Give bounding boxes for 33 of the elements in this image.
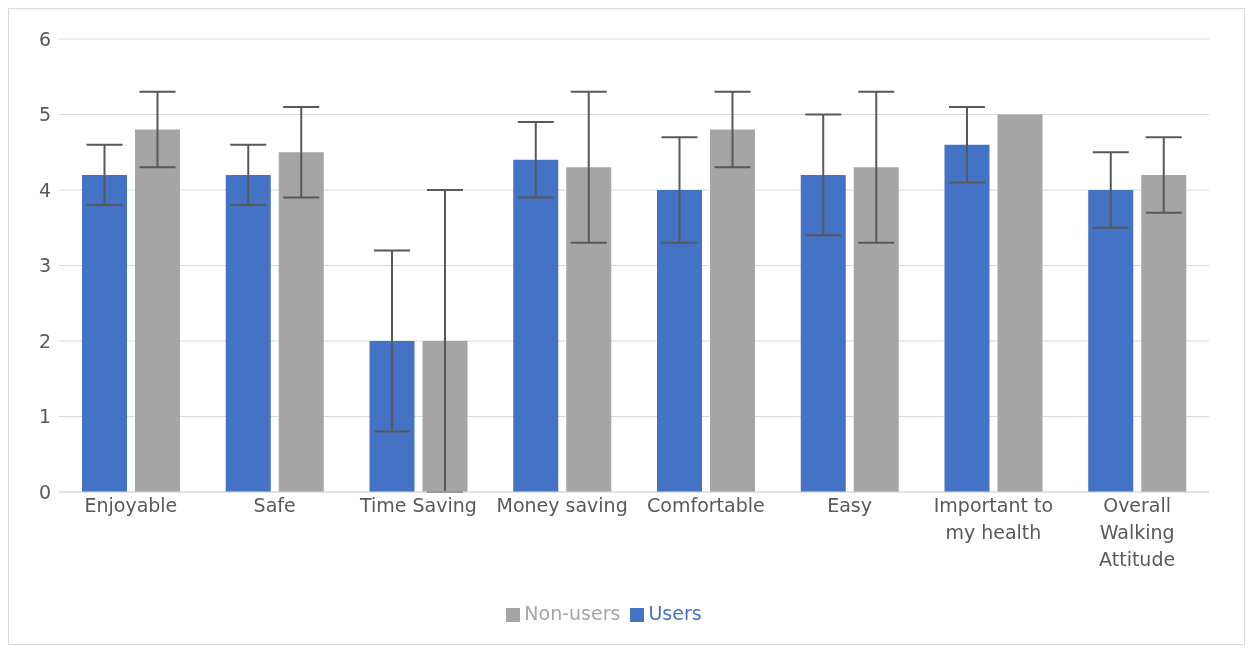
bar <box>1088 190 1134 492</box>
y-tick-label: 5 <box>38 103 51 126</box>
x-tick-label: Money saving <box>496 494 628 516</box>
bar <box>1141 174 1187 492</box>
x-tick-label: Important to my health <box>933 494 1054 543</box>
y-tick-label: 6 <box>38 27 51 50</box>
bar <box>657 190 702 492</box>
x-tick-label: Comfortable <box>647 494 765 516</box>
x-tick-label: Overall Walking Attitude <box>1099 494 1176 570</box>
bar <box>369 341 415 492</box>
bar <box>82 174 127 492</box>
y-tick-label: 3 <box>38 254 51 277</box>
bar <box>225 174 271 492</box>
y-tick-label: 1 <box>38 405 51 428</box>
bar <box>135 129 180 492</box>
bar <box>800 174 846 492</box>
legend-label: Non-users <box>524 602 621 624</box>
x-tick-label: Time Saving <box>358 494 477 516</box>
x-tick-label: Enjoyable <box>84 494 178 516</box>
bar <box>710 129 755 492</box>
bar <box>566 167 612 492</box>
bar <box>422 341 468 492</box>
bar <box>513 159 559 492</box>
bar <box>278 152 324 492</box>
bar <box>997 114 1043 492</box>
y-tick-label: 4 <box>38 178 51 201</box>
bar <box>853 167 899 492</box>
legend-label: Users <box>648 602 702 624</box>
y-tick-label: 2 <box>38 329 51 352</box>
x-tick-label: Safe <box>253 494 296 516</box>
bar <box>944 144 990 492</box>
x-tick-label: Easy <box>827 494 873 516</box>
y-tick-label: 0 <box>38 480 51 503</box>
